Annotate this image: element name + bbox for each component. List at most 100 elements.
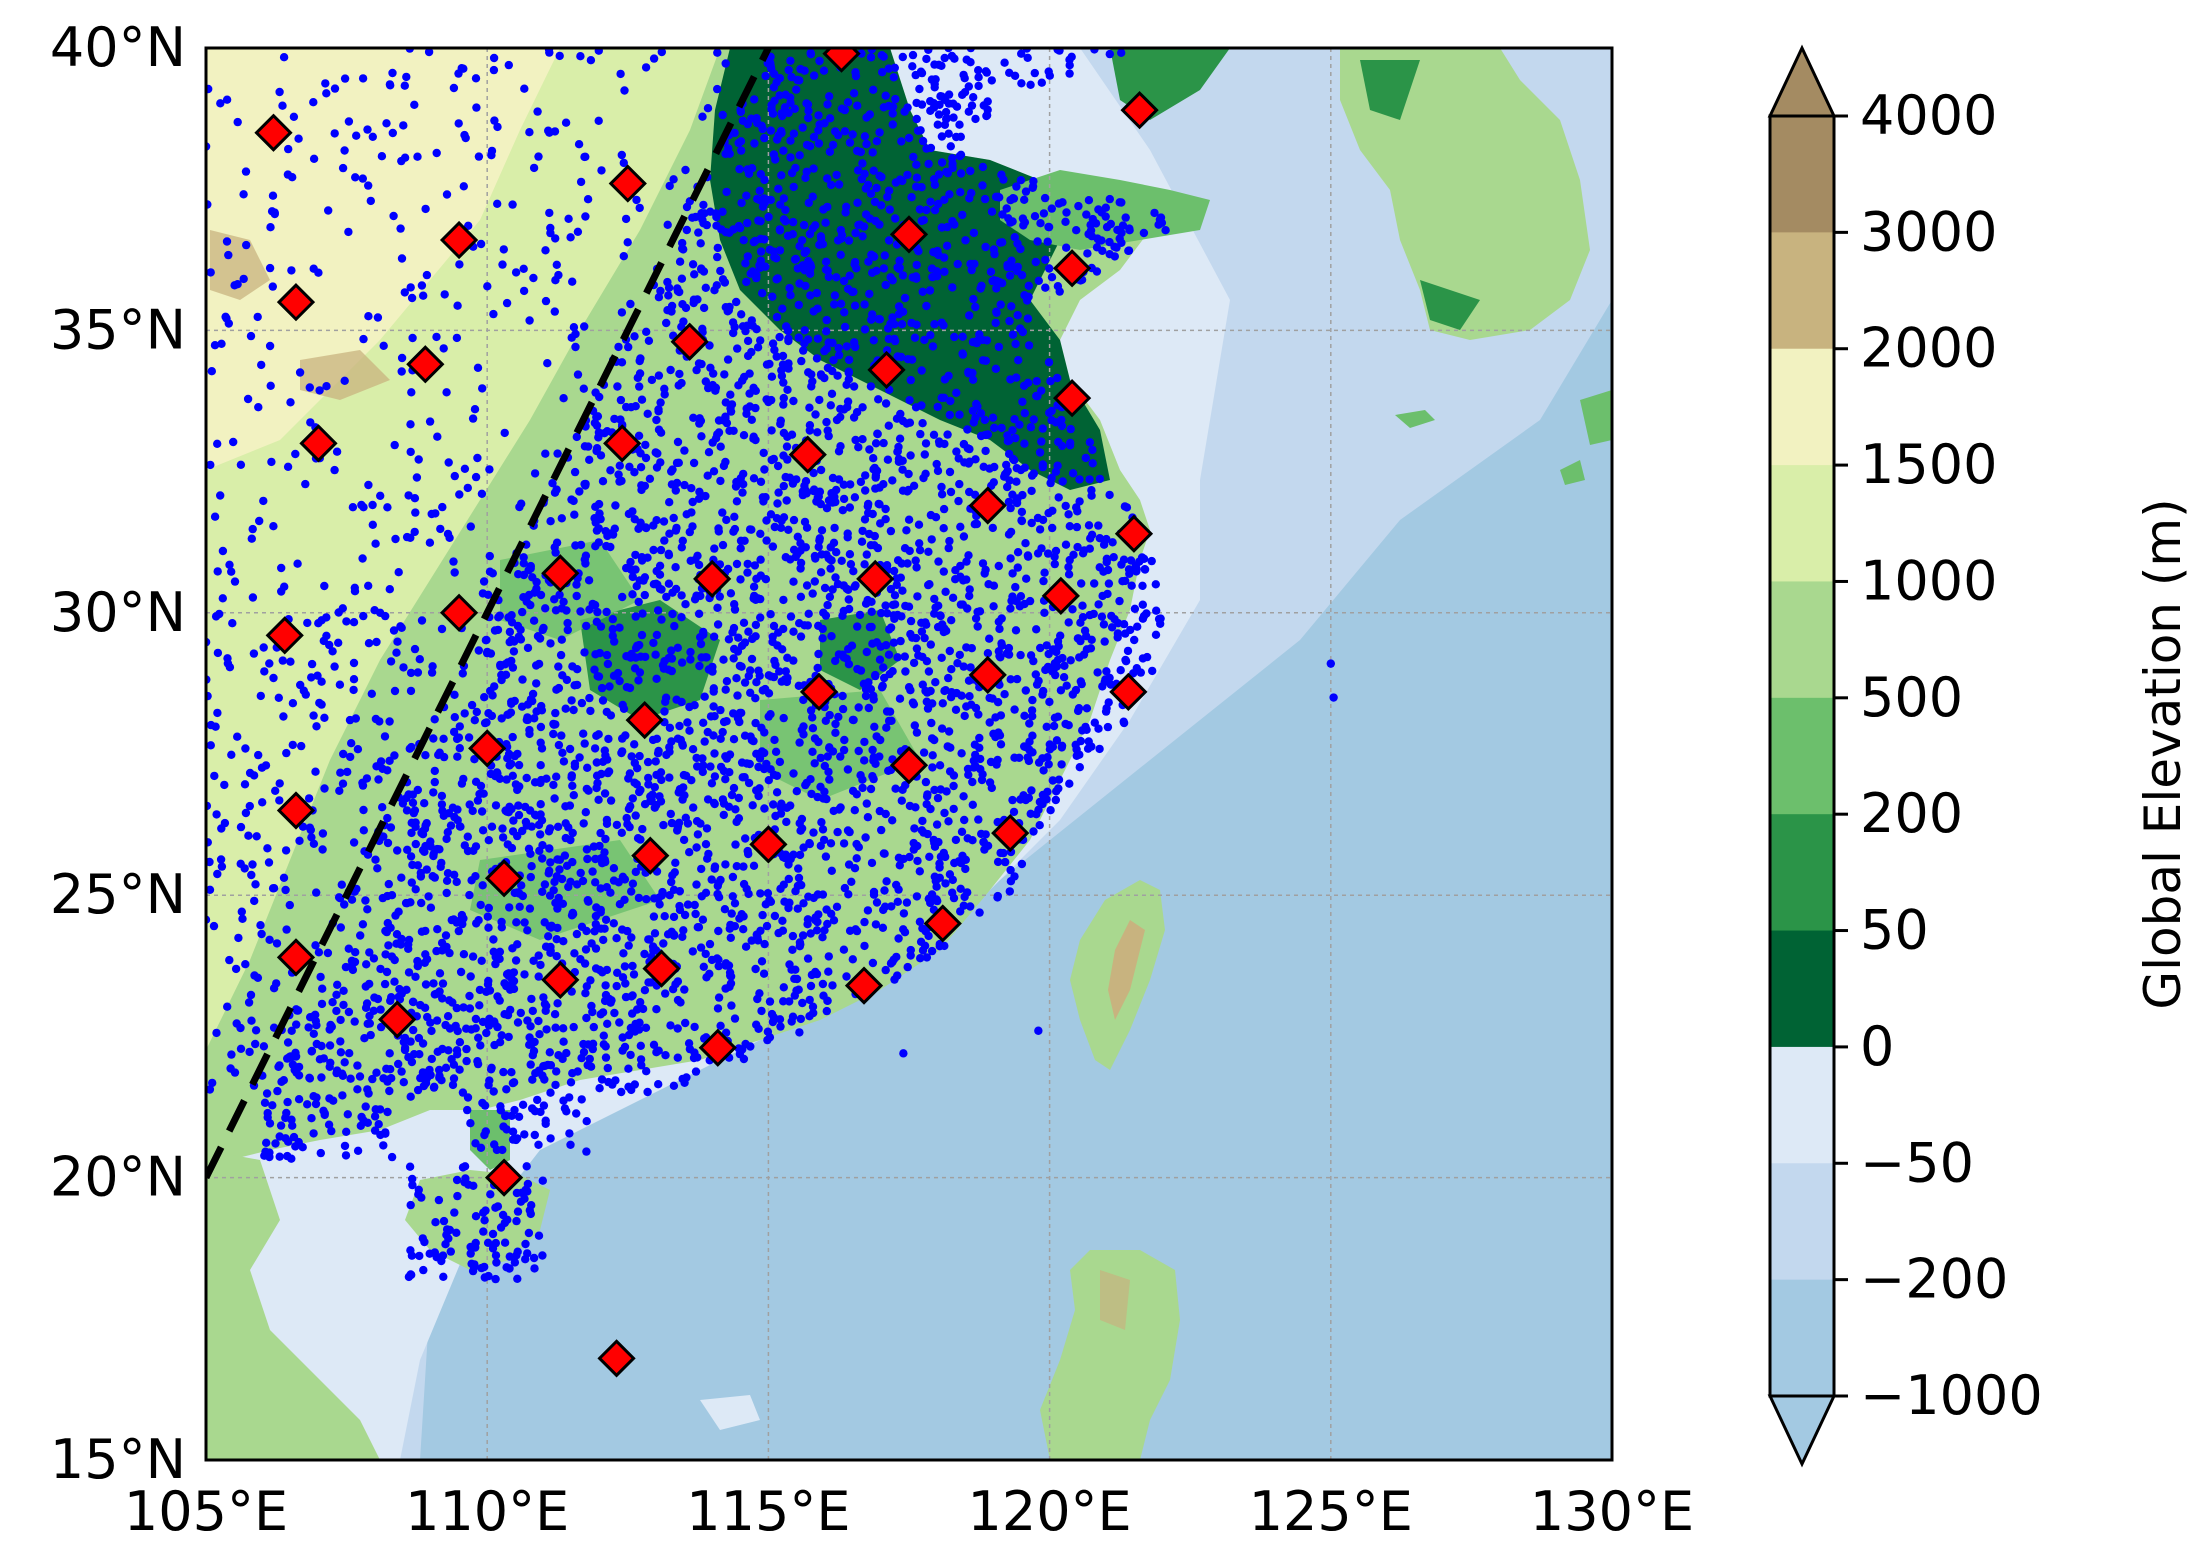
station-dot — [770, 735, 779, 745]
station-dot — [344, 944, 353, 953]
station-dot — [582, 621, 591, 631]
station-dot — [555, 51, 564, 61]
station-dot — [930, 320, 939, 329]
station-dot — [542, 1025, 551, 1034]
station-dot — [387, 1074, 396, 1083]
station-dot — [955, 410, 964, 419]
station-dot — [884, 186, 894, 195]
station-dot — [682, 1073, 691, 1082]
station-dot — [1030, 212, 1040, 221]
station-dot — [439, 734, 448, 743]
station-dot — [624, 804, 634, 814]
station-dot — [233, 280, 242, 289]
station-dot — [601, 751, 610, 760]
station-dot — [417, 898, 426, 908]
station-dot — [947, 616, 956, 625]
station-dot — [246, 990, 256, 1000]
station-dot — [701, 377, 710, 386]
station-dot — [545, 844, 554, 853]
station-dot — [1068, 605, 1077, 614]
colorbar-tick-label: 50 — [1860, 899, 1929, 962]
station-dot — [631, 550, 640, 560]
station-dot — [767, 100, 776, 110]
station-dot — [784, 874, 793, 884]
colorbar-segment — [1770, 348, 1834, 466]
station-dot — [766, 610, 775, 619]
station-dot — [1060, 661, 1069, 670]
station-dot — [677, 697, 686, 707]
colorbar-segment — [1770, 1163, 1834, 1281]
station-dot — [477, 489, 487, 498]
station-dot — [710, 864, 719, 873]
station-dot — [786, 56, 795, 65]
station-dot — [927, 535, 936, 544]
station-dot — [376, 964, 385, 974]
station-dot — [349, 675, 359, 684]
station-dot — [279, 712, 288, 721]
station-dot — [393, 846, 402, 855]
station-dot — [816, 499, 825, 509]
station-dot — [449, 83, 459, 93]
station-dot — [557, 731, 566, 740]
station-dot — [630, 515, 639, 524]
station-dot — [411, 885, 420, 894]
station-dot — [541, 449, 550, 458]
station-dot — [652, 1048, 661, 1057]
station-dot — [307, 833, 316, 842]
site-marker — [889, 215, 929, 254]
station-dot — [358, 781, 368, 790]
station-dot — [592, 758, 601, 767]
site-marker — [265, 616, 304, 655]
station-dot — [581, 945, 591, 954]
station-dot — [613, 968, 622, 977]
site-marker — [608, 164, 647, 203]
station-dot — [433, 925, 442, 934]
station-dot — [433, 1047, 442, 1057]
station-dot — [869, 85, 878, 95]
station-dot — [466, 1242, 475, 1252]
station-dot — [832, 902, 842, 911]
station-dot — [408, 798, 418, 807]
station-dot — [844, 595, 853, 604]
station-dot — [318, 829, 328, 838]
station-dot — [879, 663, 888, 672]
station-dot — [312, 888, 321, 897]
station-dot — [899, 909, 909, 918]
station-dot — [962, 557, 971, 566]
station-dot — [437, 624, 447, 634]
station-dot — [656, 428, 666, 437]
station-dot — [1008, 569, 1017, 578]
station-dot — [817, 526, 827, 535]
station-dot — [973, 402, 982, 411]
station-dot — [919, 473, 928, 483]
station-dot — [582, 845, 592, 854]
station-dot — [1013, 311, 1022, 320]
station-dot — [721, 775, 730, 784]
station-dot — [980, 415, 990, 425]
station-dot — [756, 336, 765, 345]
station-dot — [505, 627, 515, 637]
station-dot — [884, 334, 893, 344]
station-dot — [565, 744, 575, 754]
station-dot — [530, 714, 539, 723]
station-dot — [856, 771, 865, 780]
station-dot — [332, 990, 341, 999]
station-dot — [821, 611, 831, 620]
station-dot — [946, 142, 955, 151]
station-dot — [997, 614, 1006, 623]
latitude-labels: 40°N35°N30°N25°N20°N15°N — [50, 16, 186, 1491]
station-dot — [796, 592, 806, 601]
station-dot — [734, 633, 743, 642]
station-dot — [710, 772, 720, 781]
station-dot — [749, 861, 759, 870]
station-dot — [350, 1017, 359, 1026]
station-dot — [946, 487, 956, 497]
station-dot — [798, 261, 808, 270]
dividing-dashed-line — [206, 48, 772, 1180]
station-dot — [699, 718, 708, 727]
station-dot — [745, 402, 755, 411]
station-dot — [630, 778, 639, 787]
station-dot — [490, 682, 499, 691]
station-dot — [713, 243, 722, 253]
station-dot — [796, 539, 805, 548]
